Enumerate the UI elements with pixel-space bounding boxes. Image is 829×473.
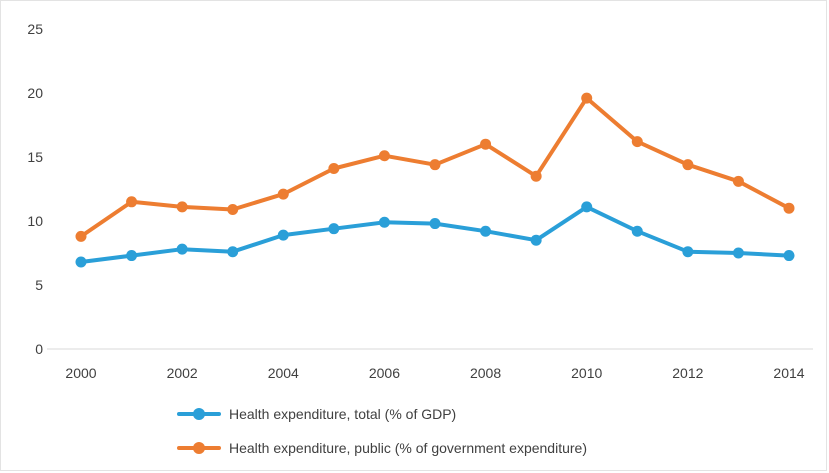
x-tick-label: 2012	[672, 365, 703, 381]
data-point	[530, 234, 542, 246]
data-point	[682, 246, 694, 258]
x-axis-tick-labels: 2000 2002 2004 2006 2008 2010 2012 2014	[65, 365, 804, 381]
data-point	[277, 229, 289, 241]
data-point	[480, 225, 492, 237]
data-point	[581, 92, 593, 104]
data-point	[227, 246, 239, 258]
x-tick-label: 2008	[470, 365, 501, 381]
data-point	[429, 218, 441, 230]
data-point	[378, 150, 390, 162]
legend-item: Health expenditure, total (% of GDP)	[177, 406, 456, 422]
data-point	[126, 250, 138, 262]
series-layer	[75, 92, 795, 268]
data-point	[328, 223, 340, 235]
x-tick-label: 2000	[65, 365, 96, 381]
x-tick-label: 2010	[571, 365, 602, 381]
data-point	[176, 201, 188, 213]
data-point	[227, 203, 239, 215]
y-tick-label: 20	[27, 85, 43, 101]
y-tick-label: 5	[35, 277, 43, 293]
data-point	[429, 159, 441, 171]
x-tick-label: 2002	[167, 365, 198, 381]
data-point	[176, 243, 188, 255]
data-point	[732, 247, 744, 259]
series-1	[75, 201, 795, 268]
data-point	[783, 250, 795, 262]
legend: Health expenditure, total (% of GDP) Heal…	[177, 406, 587, 456]
legend-swatch-marker	[193, 442, 205, 454]
x-tick-label: 2004	[268, 365, 299, 381]
data-point	[631, 136, 643, 148]
data-point	[530, 170, 542, 182]
legend-label: Health expenditure, public (% of governm…	[229, 440, 587, 456]
data-point	[581, 201, 593, 213]
y-axis-tick-labels: 0 5 10 15 20 25	[27, 21, 43, 357]
y-tick-label: 0	[35, 341, 43, 357]
data-point	[732, 175, 744, 187]
y-tick-label: 15	[27, 149, 43, 165]
data-point	[277, 188, 289, 200]
series-2	[75, 92, 795, 242]
data-point	[682, 159, 694, 171]
data-point	[783, 202, 795, 214]
legend-swatch-marker	[193, 408, 205, 420]
data-point	[75, 256, 87, 268]
data-point	[480, 138, 492, 150]
legend-label: Health expenditure, total (% of GDP)	[229, 406, 456, 422]
x-tick-label: 2014	[773, 365, 804, 381]
data-point	[328, 163, 340, 175]
data-point	[126, 196, 138, 208]
data-point	[378, 216, 390, 228]
legend-item: Health expenditure, public (% of governm…	[177, 440, 587, 456]
data-point	[75, 230, 87, 242]
y-tick-label: 25	[27, 21, 43, 37]
y-tick-label: 10	[27, 213, 43, 229]
data-point	[631, 225, 643, 237]
x-tick-label: 2006	[369, 365, 400, 381]
